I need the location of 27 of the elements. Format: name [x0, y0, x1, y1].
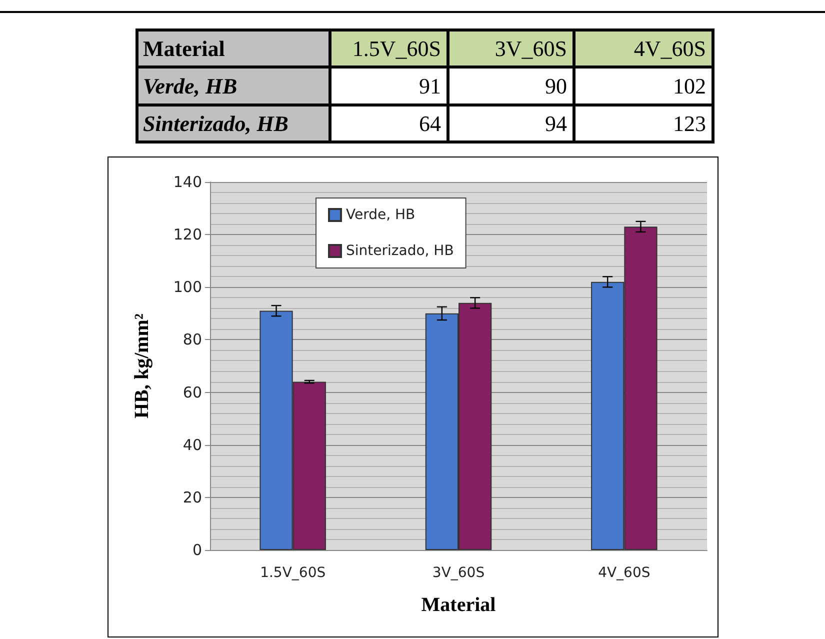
y-tick-label: 60 — [182, 383, 202, 402]
y-tick-label: 0 — [192, 541, 202, 559]
x-axis-title: Material — [421, 594, 496, 616]
legend-label: Sinterizado, HB — [346, 243, 454, 259]
y-axis-title: HB, kg/mm² — [131, 314, 153, 418]
y-tick-label: 100 — [173, 278, 202, 296]
y-tick-label: 40 — [182, 436, 202, 454]
y-tick-label: 20 — [182, 488, 202, 506]
data-label: 91 — [419, 74, 441, 98]
text: Material — [143, 36, 225, 61]
y-tick-label: 120 — [173, 226, 202, 244]
data-label: 90 — [545, 74, 567, 98]
y-tick-label: 140 — [173, 173, 202, 191]
category-label: 3V_60S — [494, 36, 567, 61]
data-label: 102 — [673, 74, 706, 98]
x-tick-label: 1.5V_60S — [260, 565, 326, 581]
legend-label: Verde, HB — [346, 207, 416, 223]
category-label: 1.5V_60S — [352, 36, 441, 61]
data-label: 94 — [545, 111, 567, 136]
data-label: 123 — [673, 111, 706, 136]
text: Verde, HB — [143, 74, 238, 98]
y-tick-label: 80 — [182, 330, 202, 349]
data-label: 64 — [419, 111, 441, 136]
series-label: Sinterizado, HB — [143, 111, 288, 136]
x-tick-label: 4V_60S — [598, 565, 650, 581]
x-tick-label: 3V_60S — [432, 565, 485, 581]
category-label: 4V_60S — [634, 36, 706, 61]
